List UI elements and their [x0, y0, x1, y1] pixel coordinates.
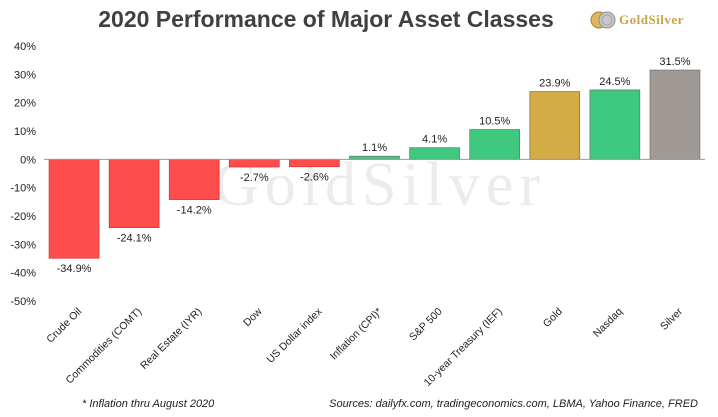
data-label: -2.7% — [240, 172, 269, 184]
data-label: 10.5% — [479, 116, 510, 128]
data-label: -2.6% — [300, 172, 329, 184]
y-tick-label: 20% — [14, 98, 36, 110]
data-label: 4.1% — [422, 134, 447, 146]
y-tick-label: -20% — [10, 211, 36, 223]
category-label: Silver — [658, 305, 685, 332]
y-tick-label: 0% — [20, 154, 36, 166]
category-label: Nasdaq — [591, 306, 625, 340]
data-label: 31.5% — [659, 56, 690, 68]
y-tick-label: -30% — [10, 239, 36, 251]
y-tick-label: -10% — [10, 183, 36, 195]
y-tick-label: 30% — [14, 69, 36, 81]
logo-text: GoldSilver — [619, 12, 684, 27]
category-label: US Dollar index — [264, 305, 325, 366]
bar — [48, 158, 100, 259]
category-label: Real Estate (IYR) — [138, 306, 204, 372]
y-tick-label: -40% — [10, 268, 36, 280]
coin-stack-icon — [590, 11, 616, 29]
bar — [589, 89, 641, 160]
y-tick-label: 40% — [14, 41, 36, 53]
y-tick-label: -50% — [10, 296, 36, 308]
data-label: 23.9% — [539, 78, 570, 90]
category-label: Gold — [541, 306, 565, 330]
bar — [469, 129, 521, 160]
data-label: -34.9% — [57, 263, 92, 275]
category-label: Crude Oil — [44, 306, 84, 346]
bar — [409, 147, 460, 160]
category-label: Inflation (CPI)* — [328, 306, 385, 363]
bar — [168, 158, 220, 200]
data-label: -14.2% — [177, 205, 212, 217]
data-label: -24.1% — [117, 233, 152, 245]
y-tick-label: 10% — [14, 126, 36, 138]
category-label: Dow — [241, 305, 265, 329]
data-label: 24.5% — [599, 76, 630, 88]
category-label: S&P 500 — [407, 306, 445, 344]
bar — [529, 91, 581, 160]
sources-note: Sources: dailyfx.com, tradingeconomics.c… — [329, 398, 698, 410]
bar — [228, 158, 280, 168]
footnote: * Inflation thru August 2020 — [82, 398, 215, 410]
bar — [289, 158, 340, 168]
goldsilver-logo: GoldSilver — [590, 9, 684, 31]
bar — [108, 158, 160, 229]
data-label: 1.1% — [362, 142, 387, 154]
chart-title: 2020 Performance of Major Asset Classes — [98, 6, 554, 32]
bar — [649, 69, 701, 160]
